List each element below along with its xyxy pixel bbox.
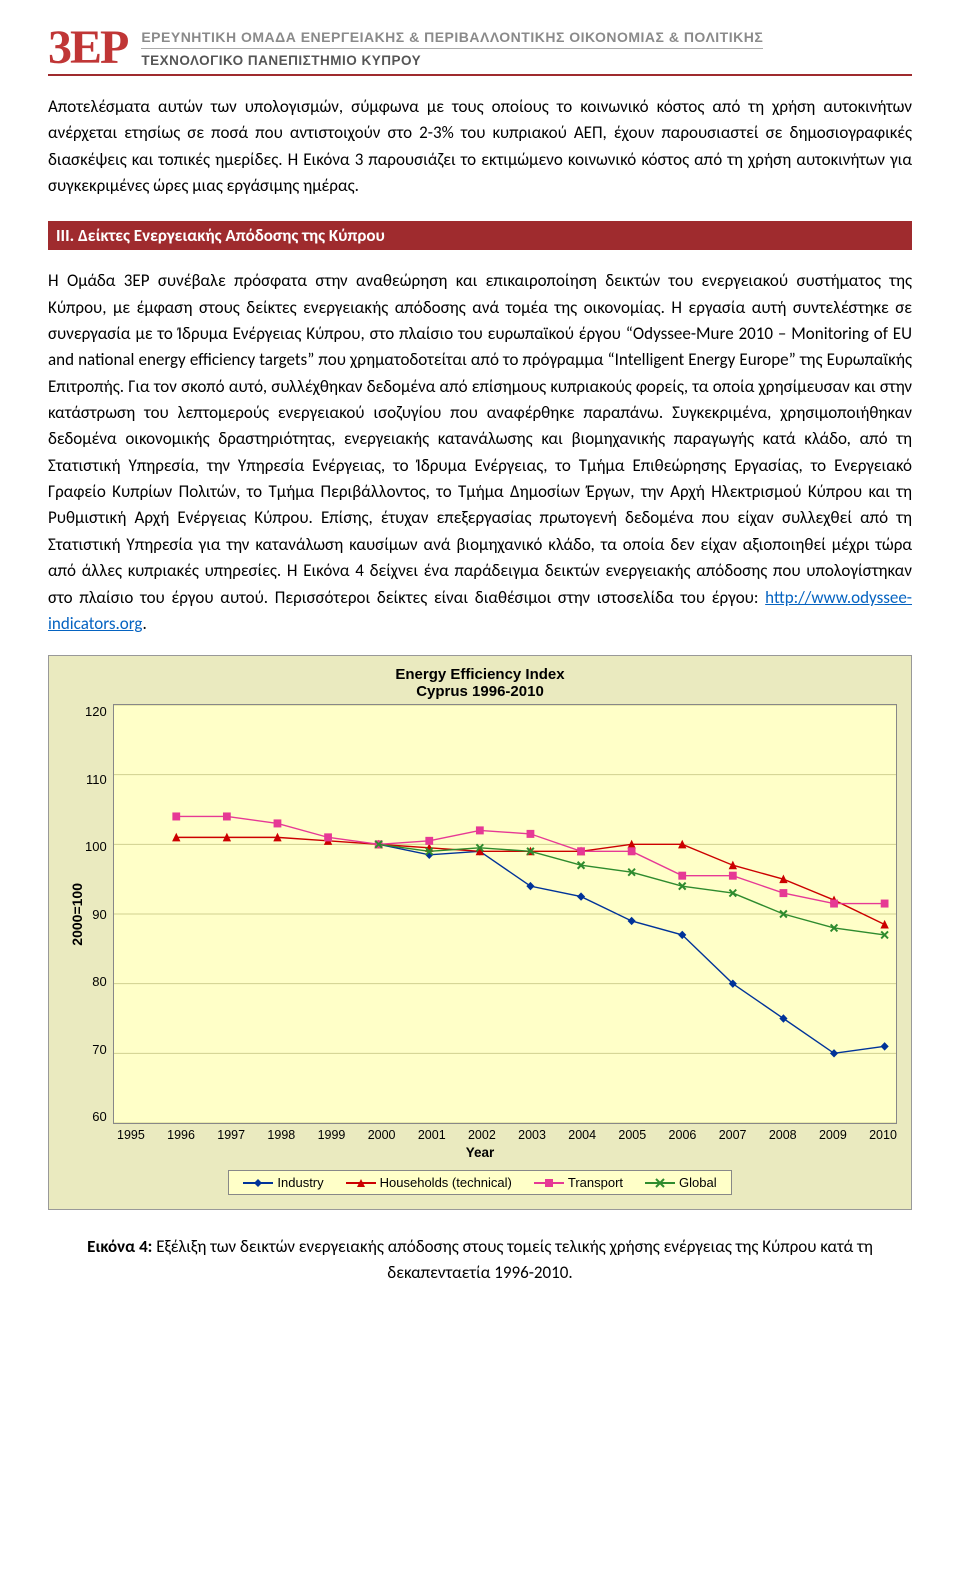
header-line1: ΕΡΕΥΝΗΤΙΚΗ ΟΜΑΔΑ ΕΝΕΡΓΕΙΑΚΗΣ & ΠΕΡΙΒΑΛΛΟ…: [141, 29, 763, 45]
legend-item: Households (technical): [346, 1175, 512, 1190]
y-tick-label: 70: [85, 1042, 107, 1057]
y-tick-label: 100: [85, 839, 107, 854]
header-divider: [141, 48, 763, 49]
chart-y-label: 2000=100: [63, 883, 85, 946]
x-tick-label: 2004: [568, 1128, 596, 1142]
y-tick-label: 90: [85, 907, 107, 922]
legend-item: Transport: [534, 1175, 623, 1190]
legend-label: Households (technical): [380, 1175, 512, 1190]
legend-label: Transport: [568, 1175, 623, 1190]
header-text-block: ΕΡΕΥΝΗΤΙΚΗ ΟΜΑΔΑ ΕΝΕΡΓΕΙΑΚΗΣ & ΠΕΡΙΒΑΛΛΟ…: [141, 29, 763, 68]
x-tick-label: 1999: [318, 1128, 346, 1142]
legend-label: Industry: [277, 1175, 323, 1190]
chart-legend: Industry Households (technical) Transport G…: [228, 1170, 731, 1195]
chart-subtitle: Cyprus 1996-2010: [63, 683, 897, 700]
legend-item: Industry: [243, 1175, 323, 1190]
chart-container: Energy Efficiency Index Cyprus 1996-2010…: [48, 655, 912, 1210]
chart-x-axis: 1995 1996 1997 1998 1999 2000 2001 2002 2003 2004…: [117, 1128, 897, 1142]
chart-x-label: Year: [63, 1145, 897, 1160]
chart-y-axis: 120 110 100 90 80 70 60: [85, 704, 113, 1124]
paragraph-2-text: Η Ομάδα 3ΕΡ συνέβαλε πρόσφατα στην αναθε…: [48, 270, 912, 607]
paragraph-2-tail: .: [142, 613, 146, 634]
y-tick-label: 110: [85, 772, 107, 787]
figure-caption-text: Εξέλιξη των δεικτών ενεργειακής απόδοσης…: [152, 1236, 872, 1283]
paragraph-1: Αποτελέσματα αυτών των υπολογισμών, σύμφ…: [48, 94, 912, 199]
x-tick-label: 2005: [618, 1128, 646, 1142]
document-page: 3EP ΕΡΕΥΝΗΤΙΚΗ ΟΜΑΔΑ ΕΝΕΡΓΕΙΑΚΗΣ & ΠΕΡΙΒ…: [0, 0, 960, 1305]
legend-item: Global: [645, 1175, 717, 1190]
x-tick-label: 2008: [769, 1128, 797, 1142]
chart-plot-row: 2000=100 120 110 100 90 80 70 60: [63, 704, 897, 1124]
section-heading: III. Δείκτες Ενεργειακής Απόδοσης της Κύ…: [48, 221, 912, 250]
x-tick-label: 2001: [418, 1128, 446, 1142]
x-tick-label: 2010: [869, 1128, 897, 1142]
logo-text: 3EP: [48, 24, 127, 72]
chart-title: Energy Efficiency Index: [63, 666, 897, 683]
chart-plot-area: [113, 704, 897, 1124]
x-tick-label: 1997: [217, 1128, 245, 1142]
y-tick-label: 80: [85, 974, 107, 989]
x-tick-label: 2006: [669, 1128, 697, 1142]
page-header: 3EP ΕΡΕΥΝΗΤΙΚΗ ΟΜΑΔΑ ΕΝΕΡΓΕΙΑΚΗΣ & ΠΕΡΙΒ…: [48, 24, 912, 76]
x-tick-label: 2009: [819, 1128, 847, 1142]
chart-x-axis-row: 1995 1996 1997 1998 1999 2000 2001 2002 2003 2004…: [63, 1128, 897, 1142]
x-tick-label: 1998: [267, 1128, 295, 1142]
x-tick-label: 1996: [167, 1128, 195, 1142]
y-tick-label: 60: [85, 1109, 107, 1124]
paragraph-2: Η Ομάδα 3ΕΡ συνέβαλε πρόσφατα στην αναθε…: [48, 268, 912, 637]
x-tick-label: 2003: [518, 1128, 546, 1142]
x-tick-label: 2000: [368, 1128, 396, 1142]
x-tick-label: 2007: [719, 1128, 747, 1142]
figure-caption: Εικόνα 4: Εξέλιξη των δεικτών ενεργειακή…: [48, 1234, 912, 1285]
figure-caption-label: Εικόνα 4:: [87, 1236, 152, 1257]
y-tick-label: 120: [85, 704, 107, 719]
x-tick-label: 2002: [468, 1128, 496, 1142]
x-tick-label: 1995: [117, 1128, 145, 1142]
header-line2: ΤΕΧΝΟΛΟΓΙΚΟ ΠΑΝΕΠΙΣΤΗΜΙΟ ΚΥΠΡΟΥ: [141, 53, 763, 68]
legend-label: Global: [679, 1175, 717, 1190]
